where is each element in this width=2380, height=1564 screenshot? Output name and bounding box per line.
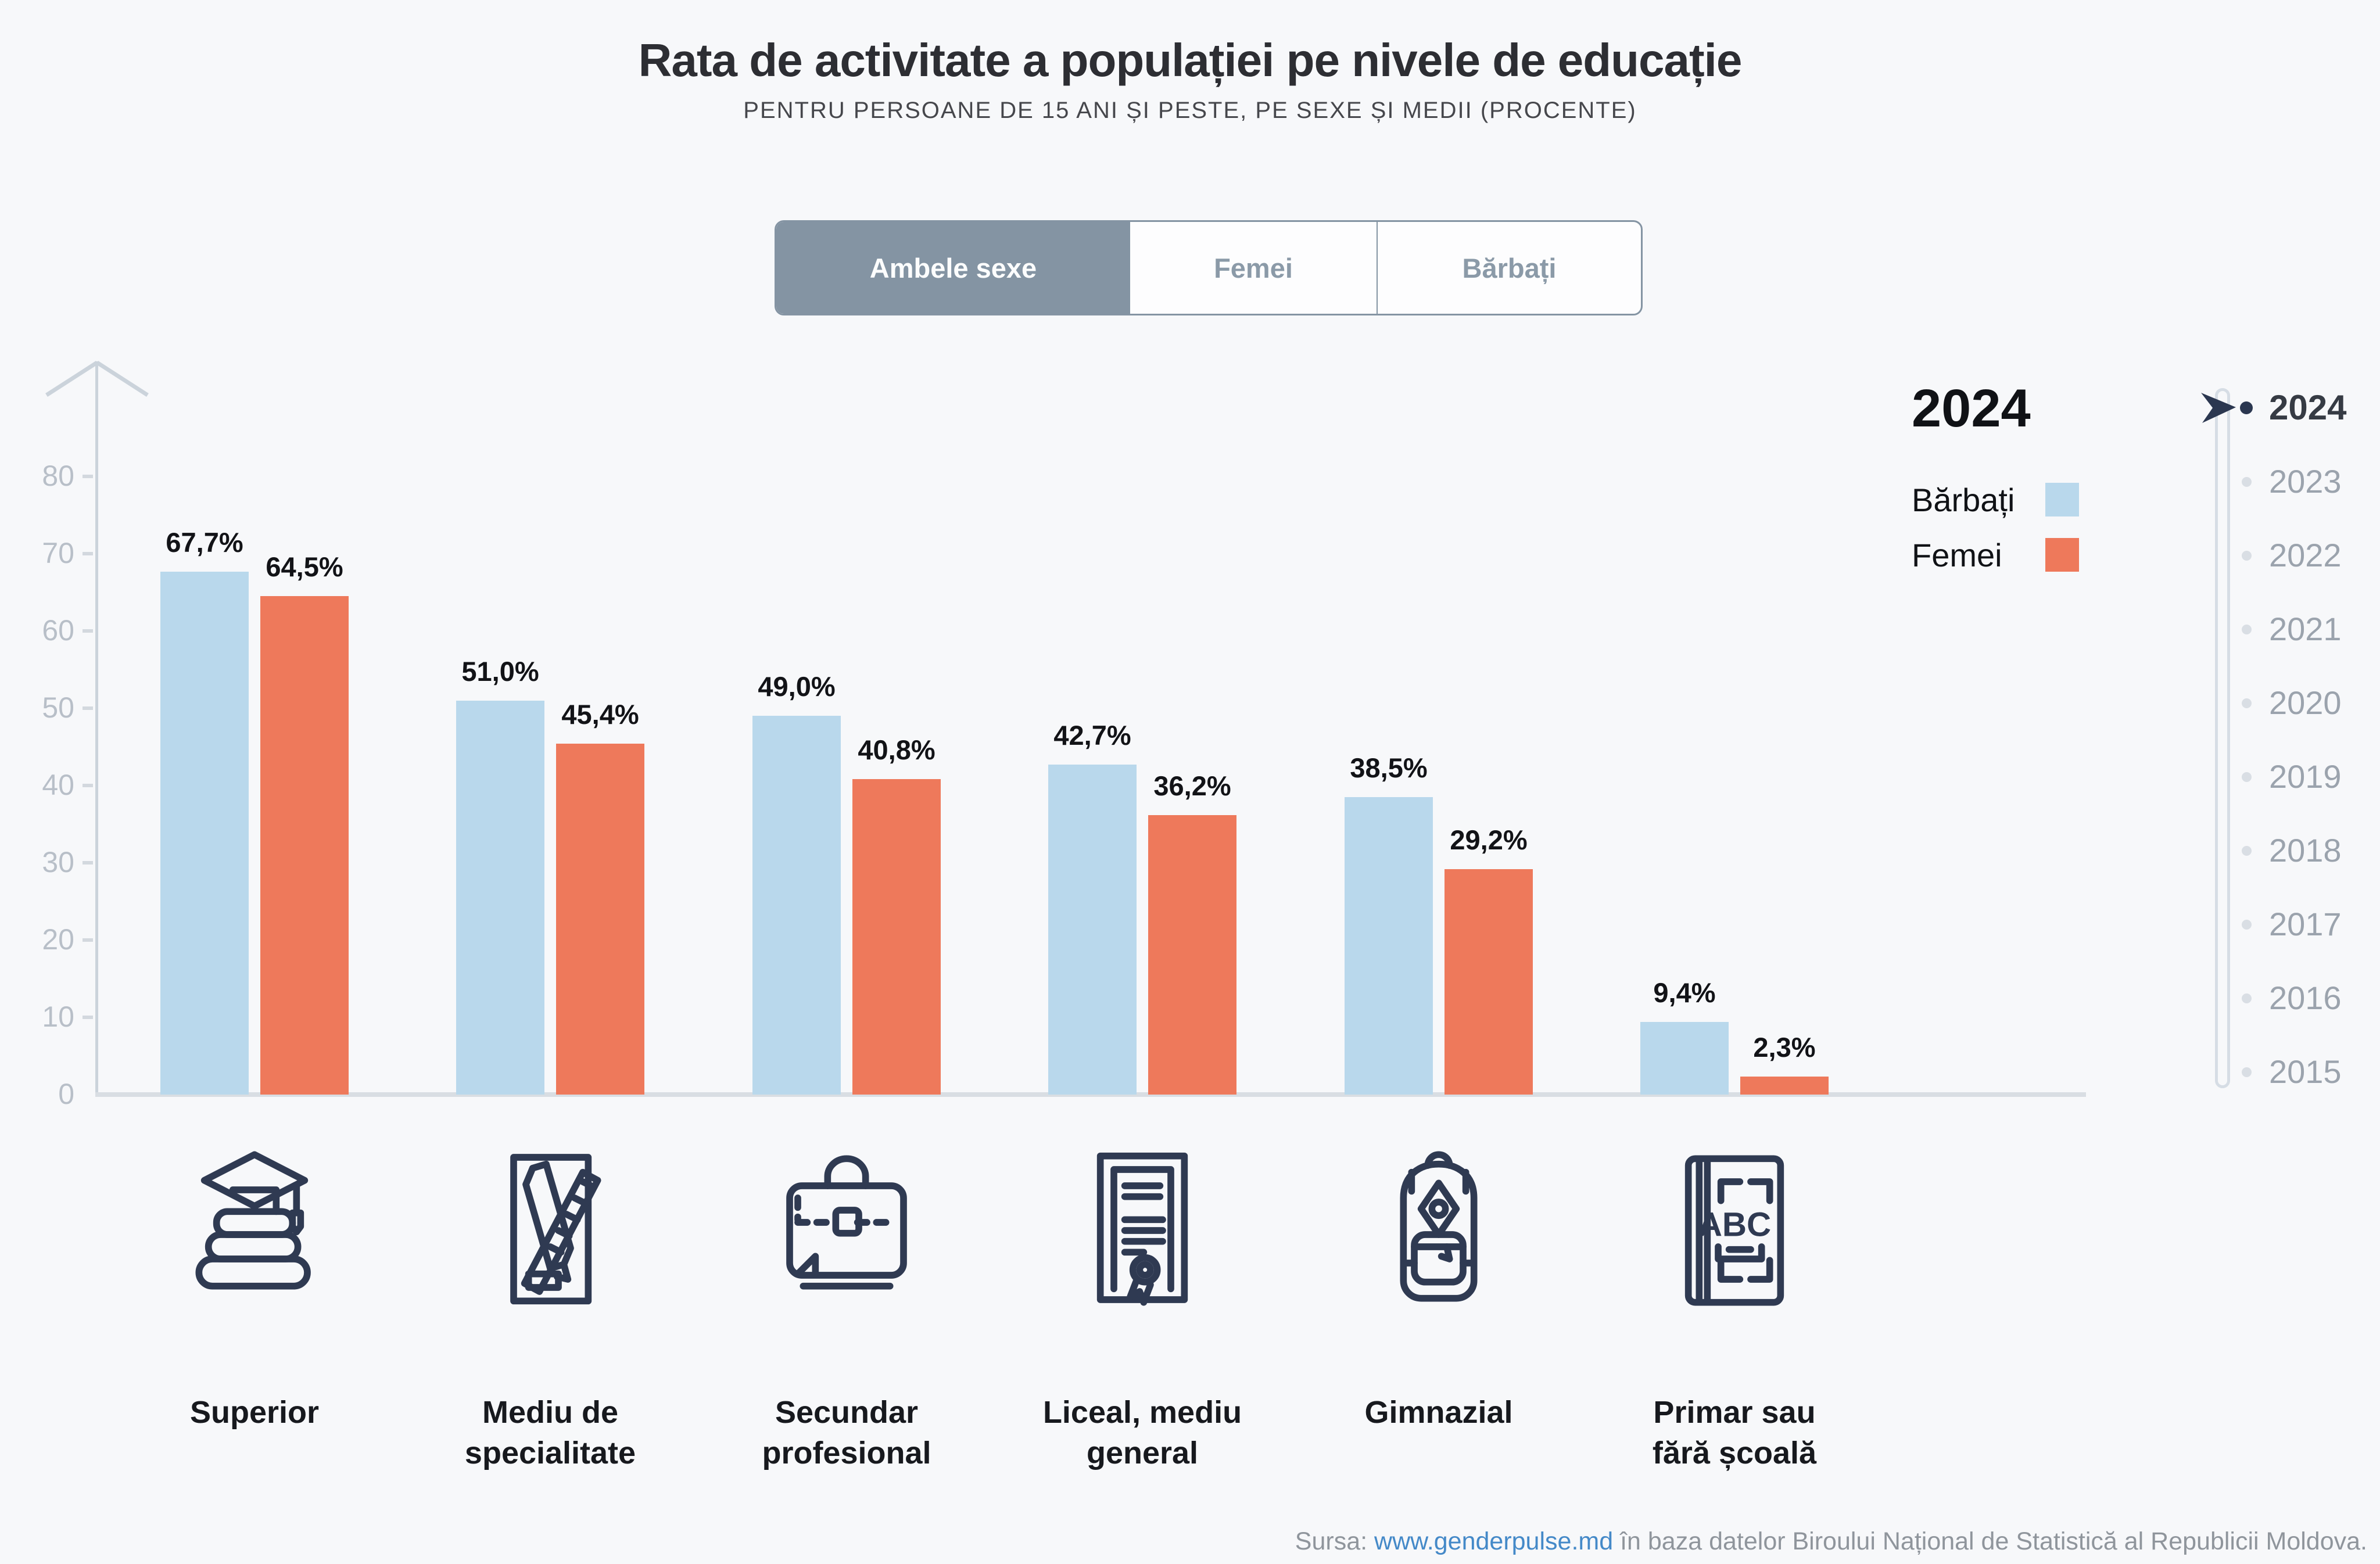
bar-barbati-2 [752,716,841,1095]
timeline-year-2017[interactable]: 2017 [2269,906,2342,942]
legend-label-femei: Femei [1912,536,2002,573]
page-subtitle: PENTRU PERSOANE DE 15 ANI ȘI PESTE, PE S… [743,98,1637,123]
tab-femei[interactable]: Femei [1214,252,1293,284]
y-tick-mark [83,1016,93,1019]
bar-femei-0 [260,596,349,1095]
bar-value-label: 67,7% [166,527,243,558]
timeline-dot-2023[interactable] [2241,476,2252,487]
y-tick-mark [83,475,93,478]
bar-value-label: 51,0% [461,656,539,687]
category-label-0: Superior [189,1395,320,1430]
legend-year: 2024 [1912,379,2031,438]
bar-value-label: 38,5% [1350,752,1428,783]
backpack-icon [1357,1149,1520,1312]
timeline-year-2016[interactable]: 2016 [2269,980,2342,1016]
bar-femei-1 [556,744,644,1095]
bar-barbati-1 [456,701,544,1095]
y-tick-label-40: 40 [42,769,74,801]
bar-femei-3 [1148,815,1236,1095]
y-tick-label-10: 10 [42,1000,74,1033]
y-tick-label-20: 20 [42,923,74,956]
timeline-dot-2016[interactable] [2241,993,2252,1003]
y-tick-mark [83,784,93,787]
bar-barbati-4 [1345,797,1433,1095]
source-link[interactable]: www.genderpulse.md [1374,1527,1614,1555]
bar-value-label: 36,2% [1153,770,1231,801]
tab-barbati[interactable]: Bărbați [1377,222,1641,314]
timeline-year-2015[interactable]: 2015 [2269,1053,2342,1090]
bar-value-label: 49,0% [758,671,836,702]
legend-swatch-femei [2045,538,2079,572]
bar-barbati-3 [1048,765,1137,1095]
year-timeline-track[interactable] [2215,388,2230,1088]
books-graduation-cap-icon [173,1149,336,1312]
timeline-year-2019[interactable]: 2019 [2269,758,2342,795]
timeline-dot-2022[interactable] [2241,550,2252,561]
timeline-year-2022[interactable]: 2022 [2269,537,2342,573]
timeline-dot-2015[interactable] [2241,1067,2252,1077]
abc-text: ABC [1698,1206,1771,1243]
category-label-1: Mediu de specialitate [464,1395,636,1470]
bar-value-label: 2,3% [1753,1032,1816,1063]
legend-label-barbati: Bărbați [1912,481,2015,518]
timeline-year-2021[interactable]: 2021 [2269,611,2342,647]
timeline-year-2023[interactable]: 2023 [2269,463,2342,500]
timeline-year-2018[interactable]: 2018 [2269,832,2342,869]
timeline-dot-2020[interactable] [2241,698,2252,708]
x-axis-line [95,1092,2086,1097]
y-tick-label-80: 80 [42,460,74,492]
bar-barbati-5 [1640,1022,1729,1095]
y-tick-label-30: 30 [42,846,74,878]
y-tick-mark [83,629,93,633]
source-prefix: Sursa: [1295,1527,1375,1555]
bar-value-label: 45,4% [561,699,639,730]
bar-value-label: 40,8% [858,734,935,765]
diploma-icon [1061,1149,1224,1312]
bar-value-label: 42,7% [1053,720,1131,751]
bar-value-label: 29,2% [1450,824,1528,855]
bar-femei-4 [1445,869,1533,1095]
bar-value-label: 64,5% [266,551,343,582]
tab-ambele-sexe[interactable]: Ambele sexe [776,222,1130,314]
bar-value-label: 9,4% [1653,977,1716,1008]
briefcase-icon [765,1149,928,1312]
page-title: Rata de activitate a populației pe nivel… [638,34,1743,86]
timeline-dot-2021[interactable] [2241,624,2252,634]
y-axis-arrow-icon [45,361,149,397]
abc-book-icon: ABC [1653,1149,1816,1312]
timeline-dot-2019[interactable] [2241,772,2252,782]
timeline-year-2020[interactable]: 2020 [2269,684,2342,721]
legend-swatch-barbati [2045,483,2079,516]
timeline-dot-2017[interactable] [2241,919,2252,930]
category-label-2: Secundar profesional [762,1395,931,1470]
timeline-year-2024[interactable]: 2024 [2269,388,2347,427]
y-tick-mark [83,552,93,555]
bar-barbati-0 [160,572,249,1095]
timeline-dot-2024[interactable] [2240,401,2253,414]
y-tick-mark [83,938,93,942]
source-note: Sursa: www.genderpulse.md în baza datelo… [1295,1527,2367,1556]
category-label-5: Primar sau fără școală [1652,1395,1817,1470]
legend-item-barbati: Bărbați [1912,479,2079,520]
timeline-dot-2018[interactable] [2241,845,2252,856]
y-axis-line [95,361,98,1097]
bar-femei-5 [1740,1077,1829,1095]
y-tick-label-70: 70 [42,537,74,569]
y-tick-mark [83,706,93,710]
category-label-3: Liceal, mediu general [1042,1395,1242,1470]
y-tick-label-0: 0 [58,1078,74,1110]
source-suffix: în baza datelor Biroului Național de Sta… [1613,1527,2367,1555]
y-tick-label-50: 50 [42,691,74,724]
category-label-4: Gimnazial [1364,1395,1513,1430]
y-tick-mark [83,861,93,864]
y-tick-label-60: 60 [42,614,74,647]
sex-filter-tabs: Ambele sexe Femei Bărbați [775,220,1643,315]
drawing-board-ruler-pencil-icon [469,1149,632,1312]
year-cursor-icon [2201,393,2236,423]
legend-item-femei: Femei [1912,535,2079,575]
bar-femei-2 [852,779,941,1095]
